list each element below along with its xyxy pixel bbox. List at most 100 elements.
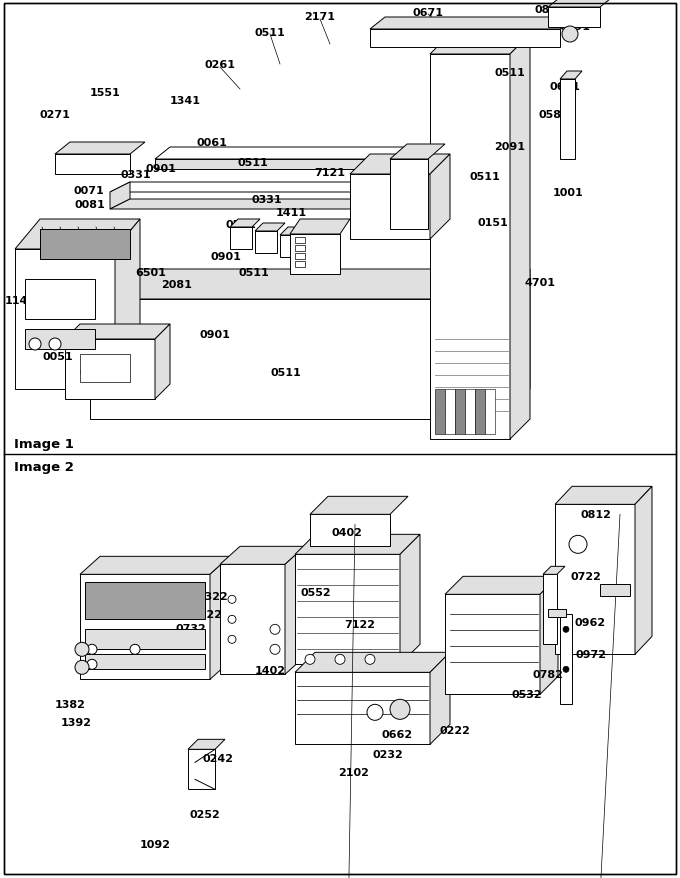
Circle shape: [270, 624, 280, 635]
Circle shape: [390, 700, 410, 719]
Circle shape: [569, 536, 587, 554]
Circle shape: [29, 339, 41, 350]
Circle shape: [562, 27, 578, 43]
Bar: [295, 254, 305, 260]
Text: 1341: 1341: [169, 96, 201, 106]
Polygon shape: [548, 8, 600, 28]
Circle shape: [270, 644, 280, 655]
Polygon shape: [290, 220, 350, 234]
Polygon shape: [40, 230, 130, 260]
Circle shape: [130, 644, 140, 655]
Circle shape: [305, 655, 315, 665]
Text: 0881: 0881: [534, 5, 566, 15]
Polygon shape: [220, 547, 305, 565]
Polygon shape: [485, 390, 495, 435]
Polygon shape: [155, 325, 170, 399]
Text: 0732: 0732: [175, 623, 206, 633]
Polygon shape: [435, 390, 445, 435]
Text: 0222: 0222: [439, 725, 471, 735]
Polygon shape: [90, 299, 500, 420]
Text: 0901: 0901: [211, 252, 241, 262]
Text: 1092: 1092: [139, 839, 171, 849]
Polygon shape: [285, 547, 305, 674]
Circle shape: [335, 655, 345, 665]
Polygon shape: [255, 232, 277, 254]
Text: 0511: 0511: [494, 68, 526, 78]
Text: 0901: 0901: [146, 164, 176, 174]
Text: 0671: 0671: [413, 8, 443, 18]
Polygon shape: [90, 270, 530, 299]
Text: 2171: 2171: [305, 12, 335, 22]
Polygon shape: [555, 505, 635, 655]
Polygon shape: [430, 652, 450, 745]
Text: 0782: 0782: [532, 669, 564, 680]
Text: 0242: 0242: [203, 753, 233, 763]
Text: 1001: 1001: [553, 188, 583, 198]
Polygon shape: [290, 234, 340, 275]
Polygon shape: [80, 557, 230, 575]
Circle shape: [75, 643, 89, 657]
Polygon shape: [510, 35, 530, 440]
Text: 0901: 0901: [199, 329, 231, 340]
Bar: [295, 246, 305, 252]
Text: 0271: 0271: [39, 110, 71, 120]
Bar: [548, 609, 566, 617]
Text: 0402: 0402: [332, 528, 362, 537]
Text: 0532: 0532: [511, 689, 543, 699]
Circle shape: [563, 666, 569, 673]
Text: 1411: 1411: [275, 208, 307, 218]
Polygon shape: [445, 594, 540, 694]
Circle shape: [87, 644, 97, 655]
Polygon shape: [560, 80, 575, 160]
Bar: [295, 262, 305, 268]
Polygon shape: [445, 577, 558, 594]
Polygon shape: [155, 160, 410, 169]
Bar: [295, 238, 305, 244]
Polygon shape: [543, 566, 565, 575]
Text: 0331: 0331: [252, 195, 282, 205]
Polygon shape: [65, 340, 155, 399]
Text: 1141: 1141: [5, 296, 35, 306]
Text: 0812: 0812: [581, 509, 611, 520]
Text: 0511: 0511: [239, 268, 269, 277]
Text: 1402: 1402: [254, 666, 286, 675]
Polygon shape: [560, 72, 582, 80]
Polygon shape: [295, 555, 400, 665]
Polygon shape: [230, 220, 260, 227]
Circle shape: [228, 636, 236, 644]
Circle shape: [75, 660, 89, 674]
Text: 0322: 0322: [198, 591, 228, 601]
Text: 0541: 0541: [226, 220, 256, 230]
Circle shape: [365, 655, 375, 665]
Polygon shape: [555, 486, 652, 505]
Polygon shape: [455, 390, 465, 435]
Polygon shape: [55, 143, 145, 155]
Text: 1551: 1551: [90, 88, 120, 97]
Polygon shape: [310, 497, 408, 515]
Bar: [600, 585, 630, 597]
Text: 0972: 0972: [575, 649, 607, 659]
Polygon shape: [110, 183, 130, 210]
Text: Image 1: Image 1: [14, 438, 74, 450]
Polygon shape: [430, 35, 530, 55]
Text: 0051: 0051: [43, 351, 73, 362]
Polygon shape: [115, 220, 140, 390]
Polygon shape: [255, 224, 285, 232]
Polygon shape: [370, 18, 575, 30]
Polygon shape: [280, 227, 310, 235]
Text: Image 2: Image 2: [14, 461, 74, 474]
Text: 1382: 1382: [54, 699, 86, 709]
Polygon shape: [370, 30, 560, 48]
Polygon shape: [295, 673, 430, 745]
Text: 0331: 0331: [120, 169, 152, 180]
Circle shape: [367, 704, 383, 721]
Bar: [25, 280, 95, 320]
Text: 0261: 0261: [205, 60, 235, 70]
Polygon shape: [350, 175, 430, 240]
Circle shape: [228, 615, 236, 623]
Text: 0151: 0151: [477, 218, 509, 227]
Polygon shape: [400, 535, 420, 665]
Polygon shape: [295, 535, 420, 555]
Polygon shape: [540, 577, 558, 694]
Polygon shape: [445, 390, 455, 435]
